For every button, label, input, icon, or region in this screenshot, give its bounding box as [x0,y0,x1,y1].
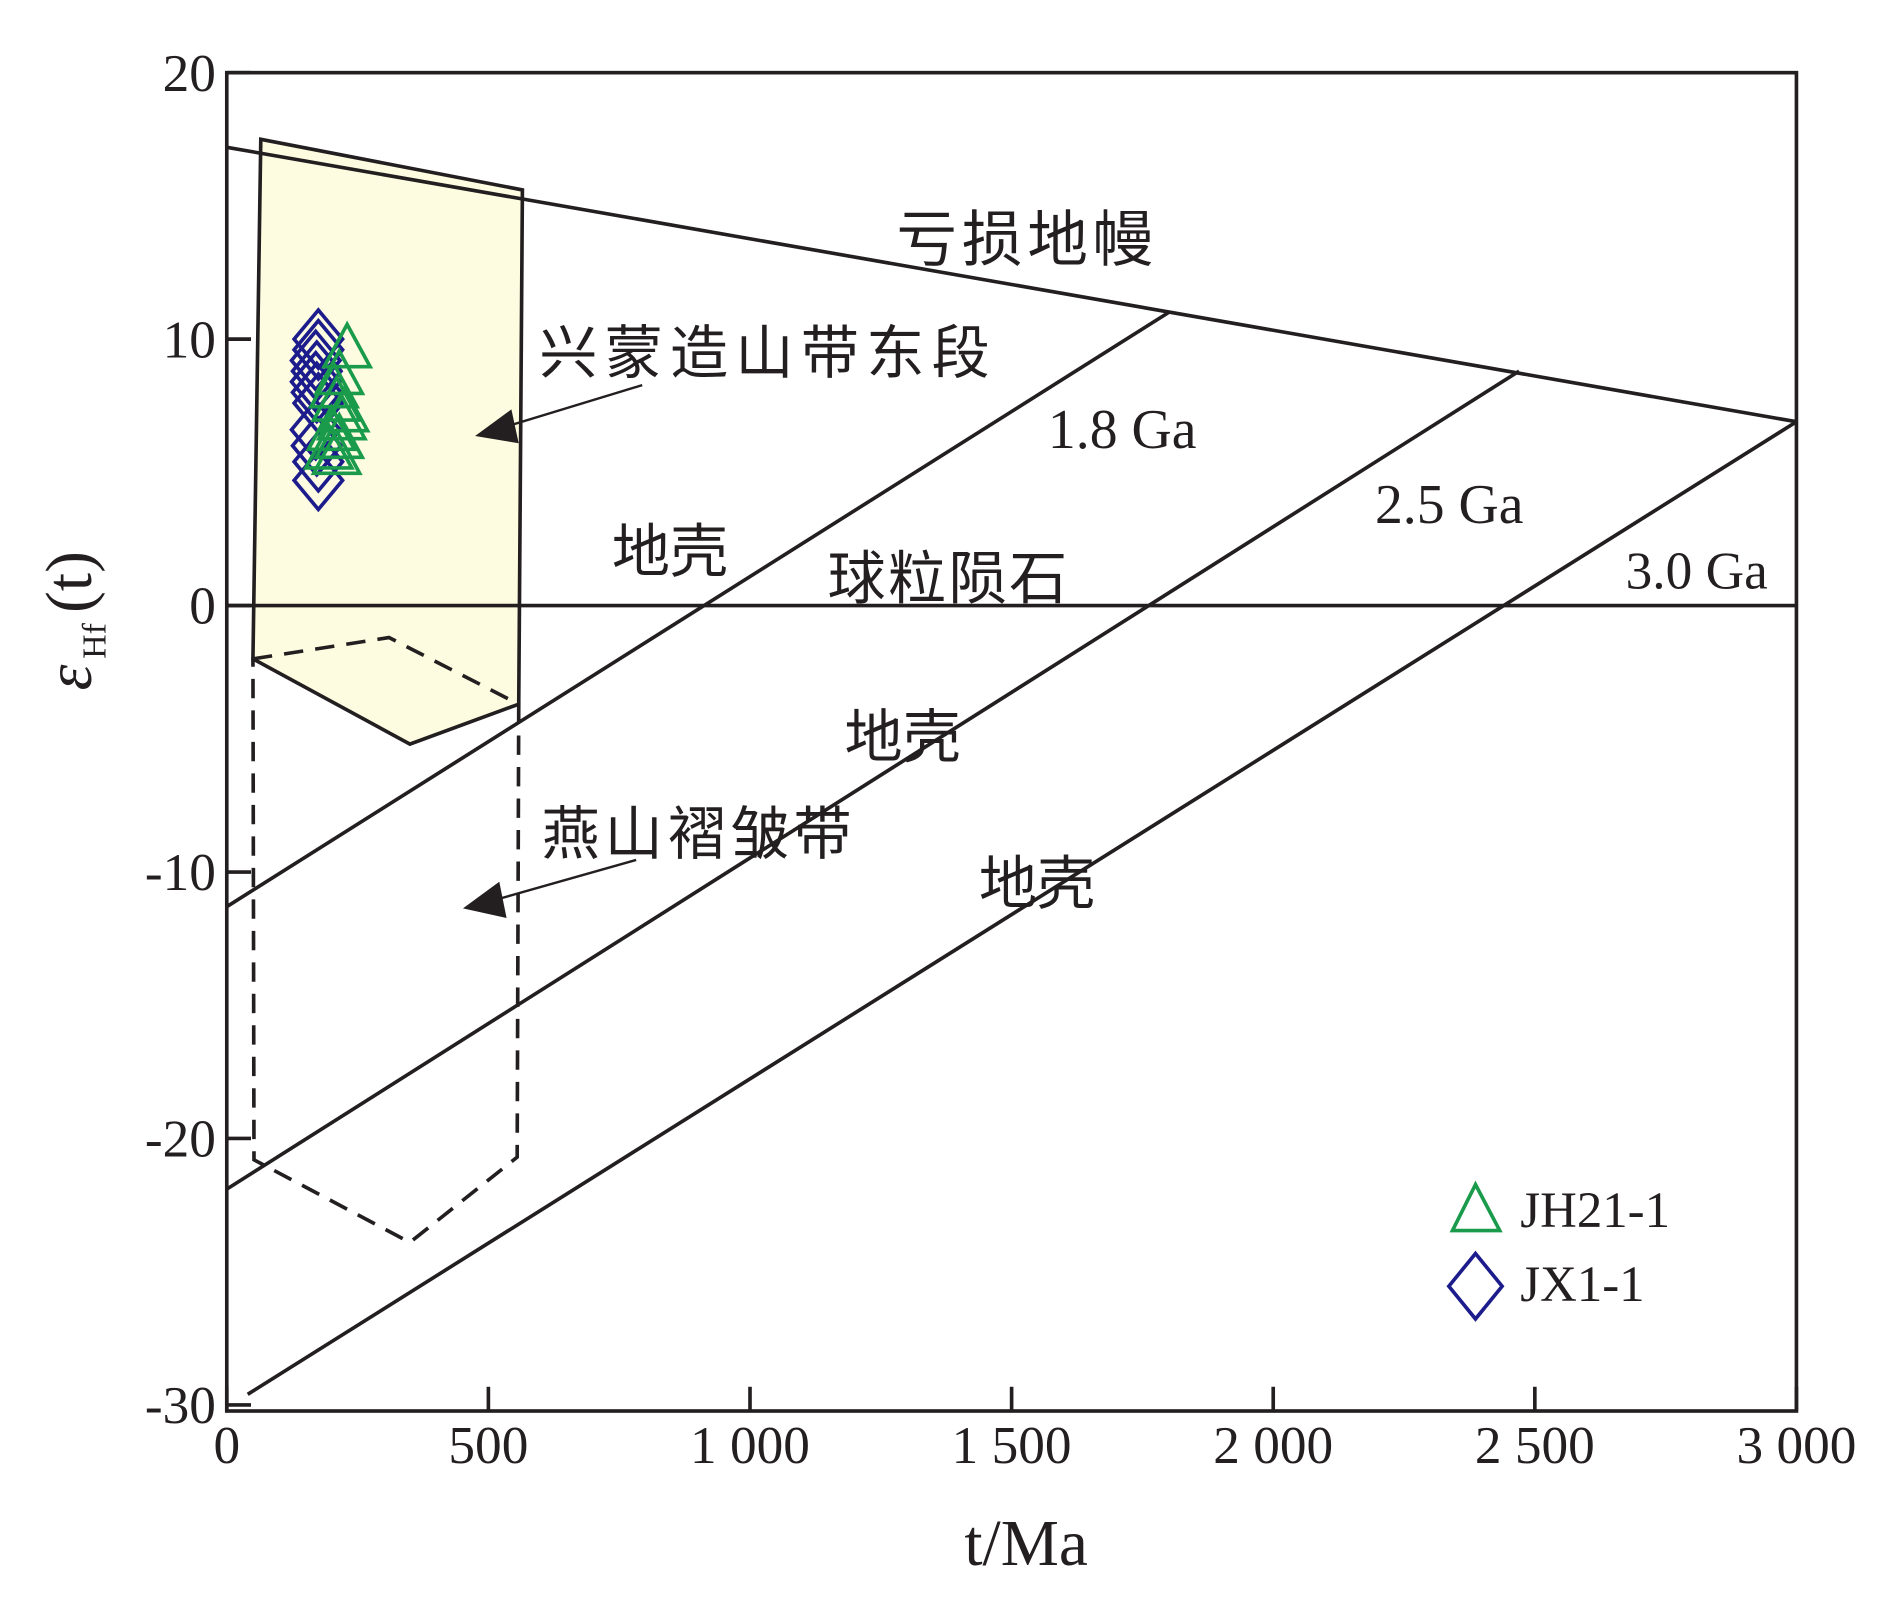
field-xingmeng-orogen-east [251,137,525,747]
y-title-epsilon: ε [34,664,106,690]
line-crust-1.8Ga [225,310,1170,909]
arrow-xingmeng [475,383,643,444]
x-tick-label: 2 500 [1475,1416,1595,1475]
data-point-JX1-1 [291,429,345,494]
data-point-JH21-1 [302,421,355,470]
x-tick-label: 1 000 [690,1416,810,1475]
label-chondrite: 球粒陨石 [828,546,1070,611]
y-tick-label: 10 [163,310,216,369]
data-point-JH21-1 [305,403,358,452]
line-depleted-mantle [226,145,1797,424]
data-point-JX1-1 [291,448,345,513]
label-yanshan: 燕山褶皱带 [542,802,857,867]
line-crust-2.5Ga [225,369,1521,1191]
y-tick-label: 0 [189,577,216,636]
y-tick-label: -10 [145,843,216,902]
data-point-JH21-1 [310,427,363,476]
y-title-sub: Hf [77,622,114,658]
x-tick-label: 2 000 [1213,1416,1333,1475]
label-3.0ga: 3.0 Ga [1626,542,1768,601]
x-tick-label: 1 500 [952,1416,1072,1475]
label-crust-1: 地壳 [612,520,728,585]
data-point-JH21-1 [313,411,366,460]
legend-label-jx1: JX1-1 [1520,1257,1644,1313]
legend: JH21-1 JX1-1 [1446,1180,1670,1322]
line-crust-3.0Ga [246,420,1798,1396]
x-axis-title: t/Ma [964,1508,1088,1580]
x-tick-label: 3 000 [1737,1416,1857,1475]
y-title-paren: (t) [34,551,106,613]
y-tick-label: 20 [163,44,216,103]
legend-diamond-icon [1446,1250,1505,1322]
field-yanshan-fold-belt [251,635,521,1245]
label-crust-3: 地壳 [979,852,1095,917]
x-tick-label: 0 [213,1416,240,1475]
label-1.8ga: 1.8 Ga [1048,399,1197,461]
label-crust-2: 地壳 [844,705,960,770]
label-depleted-mantle: 亏损地幔 [897,207,1159,274]
y-axis-title: ε Hf (t) [34,551,114,690]
y-tick-label: -20 [145,1110,216,1169]
x-tick-label: 500 [448,1416,528,1475]
data-point-JX1-1 [291,307,345,372]
arrow-yanshan [462,858,637,919]
legend-label-jh21: JH21-1 [1520,1183,1670,1239]
label-xingmeng: 兴蒙造山带东段 [539,321,997,386]
legend-triangle-icon [1449,1180,1503,1233]
y-tick-label: -30 [145,1376,216,1435]
data-point-JX1-1 [291,317,345,382]
label-2.5ga: 2.5 Ga [1375,474,1524,536]
